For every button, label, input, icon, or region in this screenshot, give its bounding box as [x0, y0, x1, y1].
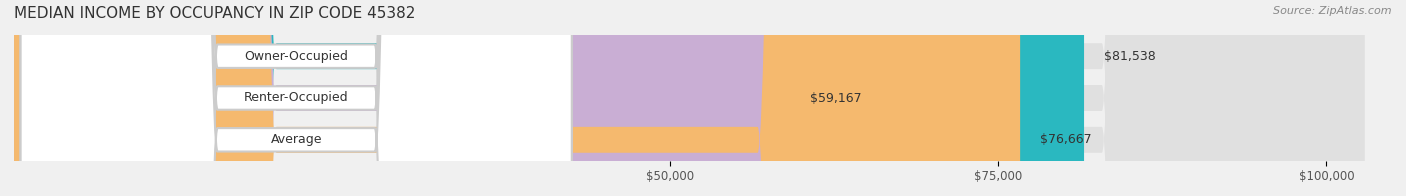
Text: Average: Average	[270, 133, 322, 146]
FancyBboxPatch shape	[14, 0, 1364, 196]
Text: MEDIAN INCOME BY OCCUPANCY IN ZIP CODE 45382: MEDIAN INCOME BY OCCUPANCY IN ZIP CODE 4…	[14, 6, 415, 21]
Text: $81,538: $81,538	[1104, 50, 1156, 63]
Text: Renter-Occupied: Renter-Occupied	[243, 92, 349, 104]
FancyBboxPatch shape	[14, 0, 1021, 196]
FancyBboxPatch shape	[21, 0, 572, 196]
Text: Owner-Occupied: Owner-Occupied	[245, 50, 349, 63]
FancyBboxPatch shape	[21, 0, 572, 196]
Text: $59,167: $59,167	[810, 92, 862, 104]
FancyBboxPatch shape	[21, 0, 572, 196]
FancyBboxPatch shape	[14, 0, 1364, 196]
Text: Source: ZipAtlas.com: Source: ZipAtlas.com	[1274, 6, 1392, 16]
FancyBboxPatch shape	[14, 0, 790, 196]
FancyBboxPatch shape	[14, 0, 1084, 196]
Text: $76,667: $76,667	[1040, 133, 1091, 146]
FancyBboxPatch shape	[14, 0, 1364, 196]
